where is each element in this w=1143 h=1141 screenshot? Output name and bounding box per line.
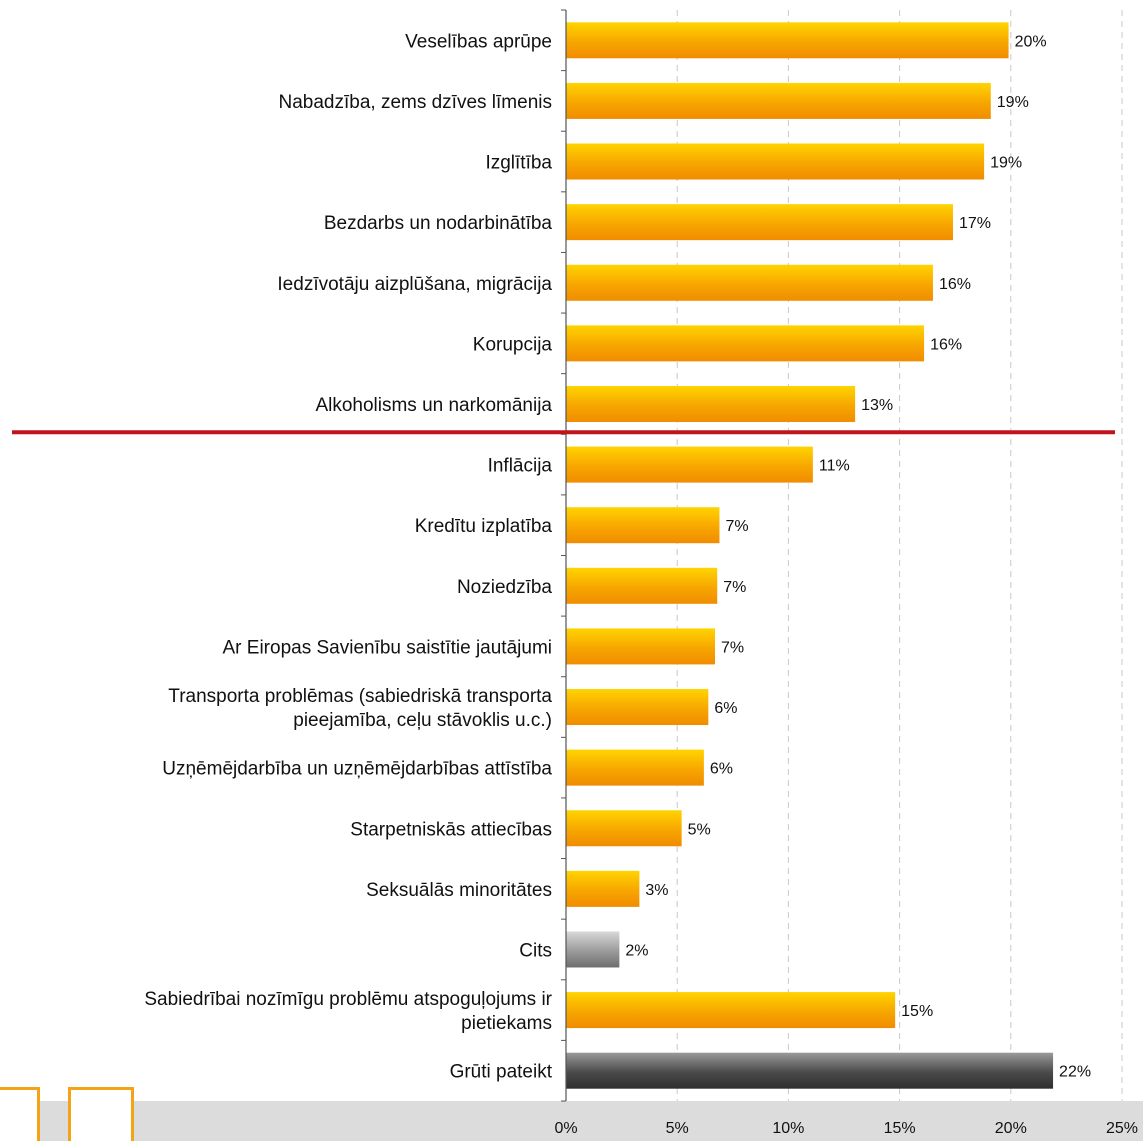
x-tick-label: 15%	[884, 1120, 916, 1137]
bar	[566, 567, 718, 604]
value-label: 2%	[625, 942, 648, 959]
category-label: Seksuālās minoritātes	[366, 880, 552, 901]
category-label: Kredītu izplatība	[415, 516, 553, 537]
bars	[566, 22, 1054, 1089]
value-label: 5%	[688, 821, 711, 838]
value-label: 6%	[710, 761, 733, 778]
category-label: Korupcija	[473, 334, 553, 355]
category-label: Grūti pateikt	[450, 1062, 553, 1083]
category-label: Inflācija	[488, 456, 553, 477]
x-tick-label: 5%	[666, 1120, 689, 1137]
value-label: 11%	[819, 458, 850, 475]
bar	[566, 82, 991, 119]
value-label: 16%	[930, 336, 962, 353]
category-label: Starpetniskās attiecības	[350, 819, 552, 840]
category-label: Bezdarbs un nodarbinātība	[324, 213, 553, 234]
category-label: Izglītība	[485, 153, 552, 174]
value-label: 22%	[1059, 1064, 1091, 1081]
decor-square-left	[0, 1087, 40, 1141]
value-label: 19%	[997, 94, 1029, 111]
x-tick-label: 25%	[1106, 1120, 1138, 1137]
bar	[566, 870, 640, 907]
x-tick-label: 10%	[772, 1120, 804, 1137]
value-label: 19%	[990, 155, 1022, 172]
bar	[566, 325, 925, 362]
x-tick-label: 0%	[554, 1120, 577, 1137]
value-label: 7%	[725, 518, 748, 535]
category-label: Cits	[519, 940, 552, 961]
axes	[12, 9, 1115, 1102]
category-label: Noziedzība	[457, 577, 552, 598]
category-label: Iedzīvotāju aizplūšana, migrācija	[277, 274, 552, 295]
bar	[566, 749, 704, 786]
category-label: Veselības aprūpe	[405, 31, 552, 52]
category-labels: Veselības aprūpe Nabadzība, zems dzīves l…	[144, 31, 552, 1082]
bar	[566, 22, 1009, 59]
value-label: 7%	[721, 639, 744, 656]
value-label: 13%	[861, 397, 893, 414]
bar	[566, 204, 953, 241]
bar	[566, 1052, 1054, 1089]
value-label: 7%	[723, 579, 746, 596]
bar	[566, 628, 716, 665]
category-label: Ar Eiropas Savienību saistītie jautājumi	[223, 637, 553, 658]
value-label: 20%	[1015, 33, 1047, 50]
value-labels: 20% 19% 19% 17% 16% 16% 13% 11% 7% 7% 7% 6% 6% 5% 3% 2%…	[625, 33, 1091, 1080]
value-label: 6%	[714, 700, 737, 717]
value-label: 16%	[939, 276, 971, 293]
category-label: Alkoholisms un narkomānija	[315, 395, 552, 416]
value-label: 17%	[959, 215, 991, 232]
bar	[566, 810, 682, 847]
bar	[566, 689, 709, 726]
bar	[566, 931, 620, 968]
bar	[566, 143, 985, 180]
x-tick-label: 20%	[995, 1120, 1027, 1137]
bar	[566, 385, 856, 422]
footer-band	[0, 1101, 1143, 1141]
value-label: 3%	[645, 882, 668, 899]
category-label: Uzņēmējdarbība un uzņēmējdarbības attīst…	[162, 759, 552, 780]
category-label: Nabadzība, zems dzīves līmenis	[278, 92, 552, 113]
gridlines	[676, 10, 1123, 1101]
bar	[566, 507, 720, 544]
x-tick-labels: 0% 5% 10% 15% 20% 25%	[554, 1120, 1138, 1137]
category-label: Sabiedrībai nozīmīgu problēmu atspoguļoj…	[144, 989, 552, 1034]
bar	[566, 264, 933, 301]
bar	[566, 992, 896, 1029]
decor-square-right	[68, 1087, 134, 1141]
bar	[566, 446, 813, 483]
value-label: 15%	[901, 1003, 933, 1020]
category-label: Transporta problēmas (sabiedriskā transp…	[168, 686, 552, 731]
